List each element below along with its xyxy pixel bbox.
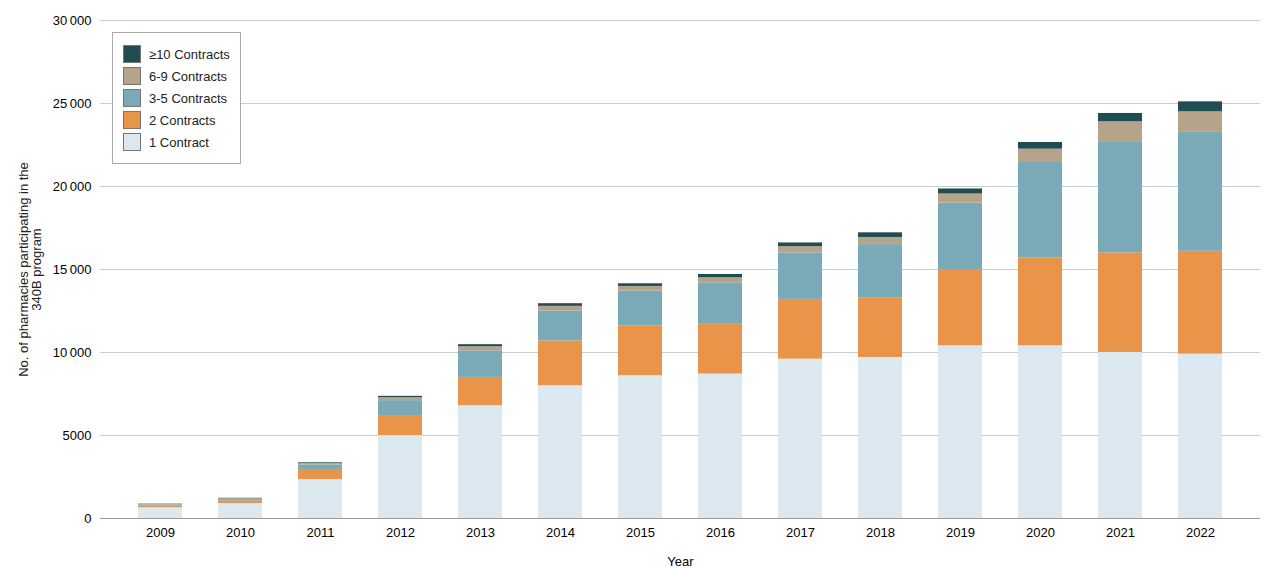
svg-text:No. of pharmacies participatin: No. of pharmacies participating in the34… [16,162,44,377]
svg-text:2013: 2013 [466,525,495,540]
html-text:2 Contracts: 2 Contracts [149,112,216,128]
html-text:≥10 Contracts: ≥10 Contracts [149,46,230,62]
svg-text:20 000: 20 000 [53,179,92,194]
html-text:1 Contract: 1 Contract [149,134,209,150]
html-text:3-5 Contracts: 3-5 Contracts [149,90,227,106]
svg-text:2010: 2010 [226,525,255,540]
svg-text:10 000: 10 000 [53,345,92,360]
svg-text:2016: 2016 [706,525,735,540]
svg-text:2011: 2011 [307,525,335,540]
svg-text:2015: 2015 [626,525,655,540]
svg-text:25 000: 25 000 [53,96,92,111]
svg-text:2019: 2019 [946,525,975,540]
svg-text:2014: 2014 [546,525,575,540]
svg-text:2022: 2022 [1186,525,1215,540]
svg-text:0: 0 [84,511,91,526]
svg-text:Year: Year [667,554,694,568]
svg-text:2009: 2009 [146,525,175,540]
html-text:6-9 Contracts: 6-9 Contracts [149,68,227,84]
svg-text:2021: 2021 [1106,525,1135,540]
svg-text:2018: 2018 [866,525,895,540]
svg-text:2017: 2017 [786,525,815,540]
svg-text:2020: 2020 [1026,525,1055,540]
svg-text:30 000: 30 000 [53,13,92,28]
svg-text:15 000: 15 000 [53,262,92,277]
svg-text:5000: 5000 [63,428,92,443]
svg-text:2012: 2012 [386,525,415,540]
